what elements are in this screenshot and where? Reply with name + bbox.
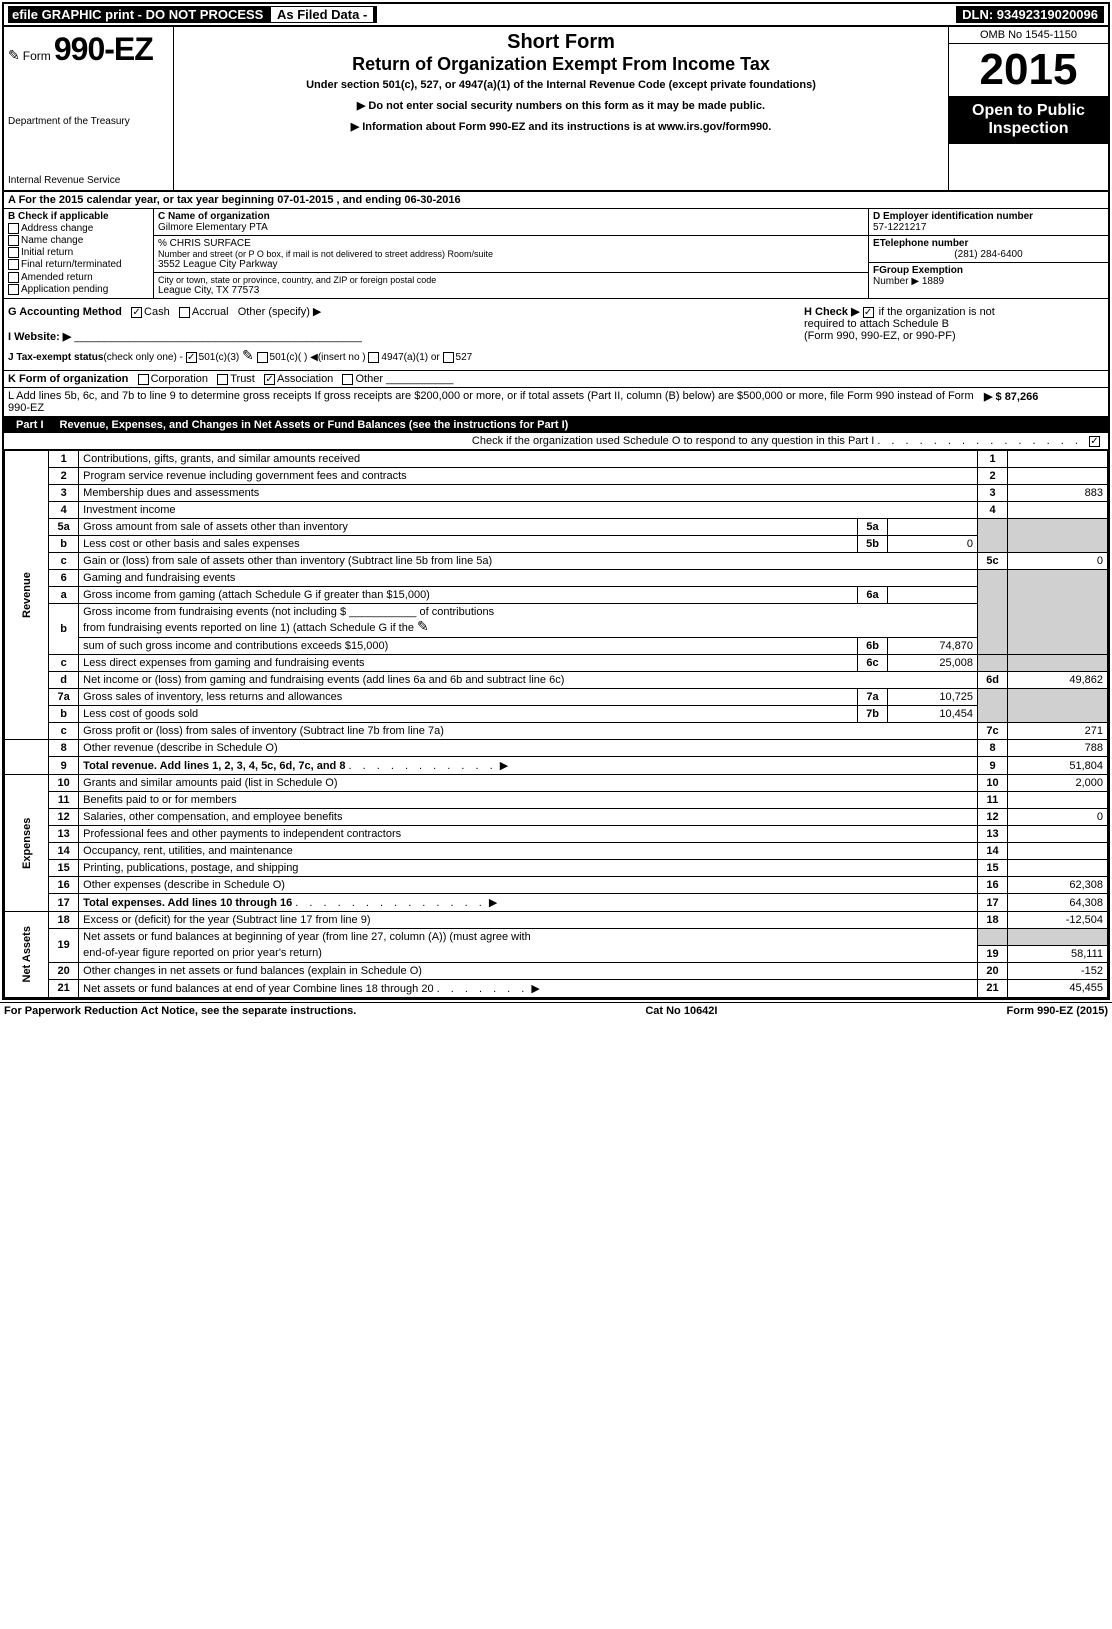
- line-k: K Form of organization Corporation Trust…: [4, 371, 1108, 388]
- column-d: D Employer identification number 57-1221…: [868, 209, 1108, 298]
- financial-table: Revenue 1Contributions, gifts, grants, a…: [4, 450, 1108, 998]
- section-bcd: B Check if applicable Address change Nam…: [4, 209, 1108, 299]
- form-prefix: Form: [23, 49, 51, 63]
- short-form-title: Short Form: [182, 31, 940, 54]
- form-header: ✎ Form 990-EZ Department of the Treasury…: [4, 27, 1108, 192]
- arrow-line-2: ▶ Information about Form 990-EZ and its …: [182, 120, 940, 133]
- form-number: 990-EZ: [54, 31, 153, 67]
- tel-value: (281) 284-6400: [873, 249, 1104, 260]
- topbar-left: efile GRAPHIC print - DO NOT PROCESS As …: [8, 6, 377, 23]
- topbar: efile GRAPHIC print - DO NOT PROCESS As …: [4, 4, 1108, 27]
- chk-amended-return[interactable]: Amended return: [8, 272, 149, 283]
- chk-501c[interactable]: [257, 352, 268, 363]
- ein-value: 57-1221217: [873, 222, 1104, 233]
- column-c: C Name of organization Gilmore Elementar…: [154, 209, 868, 298]
- return-title: Return of Organization Exempt From Incom…: [182, 54, 940, 75]
- page-footer: For Paperwork Reduction Act Notice, see …: [0, 1002, 1112, 1019]
- org-name-row: C Name of organization Gilmore Elementar…: [154, 209, 868, 236]
- part1-label: Part I: [8, 419, 52, 431]
- gh-left: G Accounting Method Cash Accrual Other (…: [8, 305, 804, 364]
- as-filed-text: As Filed Data -: [271, 7, 373, 22]
- chk-527[interactable]: [443, 352, 454, 363]
- footer-right: Form 990-EZ (2015): [1007, 1005, 1108, 1017]
- pencil-icon: ✎: [8, 47, 20, 63]
- open-public-badge: Open to Public Inspection: [949, 96, 1108, 144]
- footer-mid: Cat No 10642I: [645, 1005, 717, 1017]
- street-value: 3552 League City Parkway: [158, 259, 864, 270]
- chk-trust[interactable]: [217, 374, 228, 385]
- chk-other[interactable]: [342, 374, 353, 385]
- chk-final-return[interactable]: Final return/terminated: [8, 259, 149, 270]
- arrow-line-1: ▶ Do not enter social security numbers o…: [182, 99, 940, 112]
- dln-text: DLN: 93492319020096: [956, 6, 1104, 23]
- chk-address-change[interactable]: Address change: [8, 223, 149, 234]
- l-amount: ▶ $ 87,266: [984, 390, 1104, 414]
- line-l: L Add lines 5b, 6c, and 7b to line 9 to …: [4, 388, 1108, 417]
- group-row: FGroup Exemption Number ▶ 1889: [869, 263, 1108, 289]
- chk-assoc[interactable]: [264, 374, 275, 385]
- omb-number: OMB No 1545-1150: [949, 27, 1108, 44]
- pencil-icon-3: ✎: [417, 618, 429, 634]
- line-g: G Accounting Method Cash Accrual Other (…: [8, 305, 804, 318]
- chk-schedule-o[interactable]: [1089, 436, 1100, 447]
- footer-left: For Paperwork Reduction Act Notice, see …: [4, 1005, 356, 1017]
- line-j: J Tax-exempt status(check only one) - 50…: [8, 347, 804, 364]
- city-value: League City, TX 77573: [158, 285, 864, 296]
- chk-h[interactable]: [863, 307, 874, 318]
- check-o-line: Check if the organization used Schedule …: [4, 433, 1108, 450]
- form-page: efile GRAPHIC print - DO NOT PROCESS As …: [2, 2, 1110, 1000]
- chk-name-change[interactable]: Name change: [8, 235, 149, 246]
- header-mid: Short Form Return of Organization Exempt…: [174, 27, 948, 190]
- chk-4947[interactable]: [368, 352, 379, 363]
- dept-treasury: Department of the Treasury: [8, 116, 169, 127]
- org-name: Gilmore Elementary PTA: [158, 222, 864, 233]
- header-right: OMB No 1545-1150 2015 Open to Public Ins…: [948, 27, 1108, 190]
- care-of: % CHRIS SURFACE: [158, 238, 864, 249]
- section-gh: G Accounting Method Cash Accrual Other (…: [4, 299, 1108, 371]
- chk-corp[interactable]: [138, 374, 149, 385]
- under-section: Under section 501(c), 527, or 4947(a)(1)…: [182, 79, 940, 91]
- col-b-title: B Check if applicable: [8, 211, 149, 222]
- ein-row: D Employer identification number 57-1221…: [869, 209, 1108, 236]
- tel-row: ETelephone number (281) 284-6400: [869, 236, 1108, 263]
- gh-right: H Check ▶ if the organization is not req…: [804, 305, 1104, 364]
- chk-initial-return[interactable]: Initial return: [8, 247, 149, 258]
- city-row: City or town, state or province, country…: [154, 273, 868, 298]
- revenue-label: Revenue: [5, 451, 49, 740]
- row-a-tax-year: A For the 2015 calendar year, or tax yea…: [4, 192, 1108, 209]
- efile-text: efile GRAPHIC print - DO NOT PROCESS: [12, 7, 263, 22]
- pencil-icon-2: ✎: [242, 347, 254, 363]
- chk-501c3[interactable]: [186, 352, 197, 363]
- street-row: % CHRIS SURFACE Number and street (or P …: [154, 236, 868, 273]
- part1-header: Part I Revenue, Expenses, and Changes in…: [4, 417, 1108, 433]
- chk-application-pending[interactable]: Application pending: [8, 284, 149, 295]
- tax-year: 2015: [949, 44, 1108, 96]
- dept-irs: Internal Revenue Service: [8, 175, 169, 186]
- line-i: I Website: ▶ ___________________________…: [8, 330, 804, 343]
- column-b: B Check if applicable Address change Nam…: [4, 209, 154, 298]
- chk-cash[interactable]: [131, 307, 142, 318]
- chk-accrual[interactable]: [179, 307, 190, 318]
- header-left: ✎ Form 990-EZ Department of the Treasury…: [4, 27, 174, 190]
- part1-title: Revenue, Expenses, and Changes in Net As…: [60, 419, 1104, 431]
- expenses-label: Expenses: [5, 775, 49, 912]
- netassets-label: Net Assets: [5, 912, 49, 998]
- group-value: 1889: [922, 276, 944, 287]
